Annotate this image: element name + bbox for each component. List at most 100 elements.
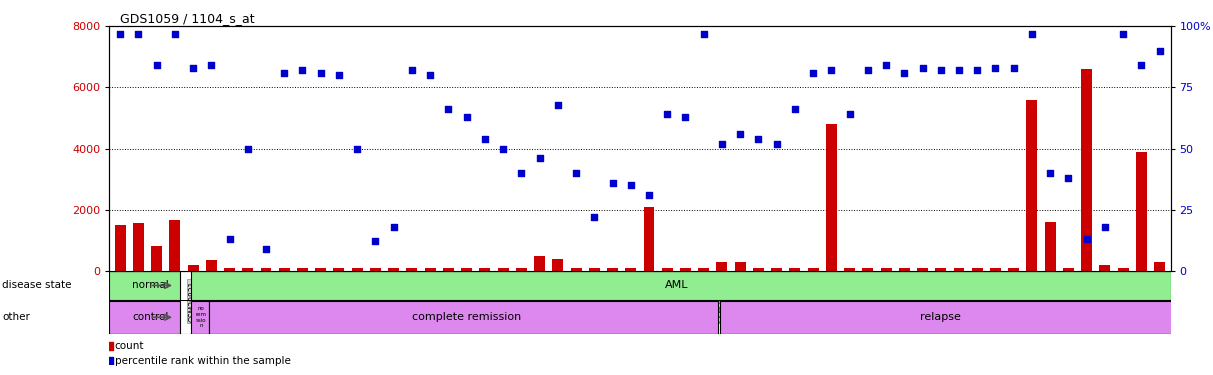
Point [1132, 62, 1151, 68]
Bar [826, 124, 837, 271]
Bar [534, 255, 545, 271]
Point [676, 114, 695, 120]
Bar [352, 268, 363, 271]
Point [603, 180, 622, 186]
Bar [662, 268, 673, 271]
Bar [721, 301, 1173, 334]
Text: disease state: disease state [2, 280, 72, 291]
Point [512, 170, 531, 176]
Point [274, 70, 294, 76]
Point [767, 141, 786, 147]
Point [839, 111, 859, 117]
Bar [588, 268, 599, 271]
Bar [881, 268, 892, 271]
Bar [297, 268, 308, 271]
Point [530, 155, 549, 161]
Bar [644, 207, 655, 271]
Bar [170, 220, 181, 271]
Point [1023, 31, 1042, 37]
Bar [844, 268, 855, 271]
Point [566, 170, 586, 176]
Point [201, 62, 221, 68]
Bar [1154, 262, 1164, 271]
Bar [152, 246, 163, 271]
Point [256, 246, 275, 252]
Bar [972, 268, 983, 271]
Bar [625, 268, 636, 271]
Bar [699, 268, 710, 271]
Bar [443, 268, 454, 271]
Text: percentile rank within the sample: percentile rank within the sample [115, 356, 291, 366]
Point [968, 67, 987, 73]
Point [385, 224, 404, 230]
Text: complete remission: complete remission [412, 312, 522, 322]
Bar [899, 268, 910, 271]
Point [932, 67, 951, 73]
Bar [606, 268, 617, 271]
Point [366, 238, 386, 244]
Bar [1063, 268, 1074, 271]
Point [694, 31, 713, 37]
Bar [406, 268, 417, 271]
Bar [210, 301, 718, 334]
Point [403, 67, 422, 73]
Point [913, 65, 933, 71]
Bar [917, 268, 928, 271]
Bar [862, 268, 873, 271]
Point [986, 65, 1006, 71]
Bar [261, 268, 272, 271]
Bar [1117, 268, 1128, 271]
Point [730, 131, 750, 137]
Bar [497, 268, 508, 271]
Point [639, 192, 659, 198]
Bar [516, 268, 526, 271]
Bar [935, 268, 946, 271]
Point [1095, 224, 1115, 230]
Point [494, 146, 513, 152]
Bar [1135, 152, 1146, 271]
Bar [425, 268, 435, 271]
Text: GDS1059 / 1104_s_at: GDS1059 / 1104_s_at [120, 12, 255, 25]
Point [129, 31, 148, 37]
Point [585, 214, 604, 220]
Point [220, 236, 239, 242]
Point [110, 31, 130, 37]
Point [183, 65, 203, 71]
Point [894, 70, 913, 76]
Bar [790, 268, 801, 271]
Bar [1099, 265, 1110, 271]
Point [329, 72, 348, 78]
Bar [109, 301, 181, 334]
Bar [808, 268, 819, 271]
Bar [479, 268, 490, 271]
Point [99, 358, 119, 364]
Point [858, 67, 877, 73]
Point [1059, 175, 1078, 181]
Point [1041, 170, 1060, 176]
Text: other: other [2, 312, 30, 322]
Point [785, 106, 804, 112]
Point [347, 146, 366, 152]
Point [1150, 48, 1169, 54]
Bar [224, 268, 235, 271]
Point [657, 111, 677, 117]
Point [311, 70, 330, 76]
Text: normal: normal [132, 280, 169, 291]
Bar [388, 268, 399, 271]
Bar [192, 301, 210, 334]
Bar [1044, 222, 1055, 271]
Bar [753, 268, 764, 271]
Point [950, 67, 969, 73]
Bar [334, 268, 344, 271]
Point [238, 146, 257, 152]
Bar [1026, 100, 1037, 271]
Point [876, 62, 895, 68]
Bar [188, 265, 199, 271]
Bar [109, 272, 181, 300]
Point [548, 102, 568, 108]
Bar [990, 268, 1001, 271]
Bar [771, 268, 782, 271]
Point [292, 67, 312, 73]
Text: no
rem
ssio
n: no rem ssio n [195, 306, 206, 328]
Bar [279, 268, 290, 271]
